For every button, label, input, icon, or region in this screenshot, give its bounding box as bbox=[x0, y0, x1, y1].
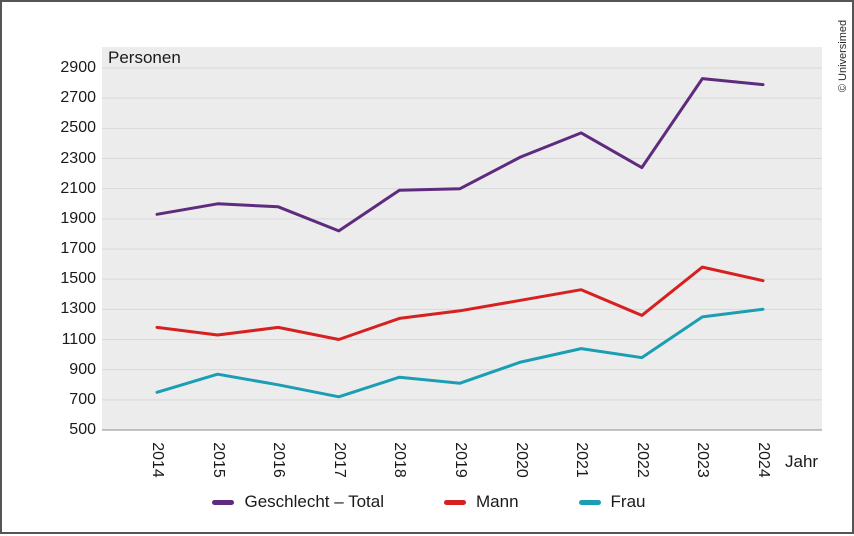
series-line-geschlecht-total bbox=[155, 77, 765, 233]
y-tick-label: 1500 bbox=[60, 270, 96, 288]
y-tick-label: 2300 bbox=[60, 149, 96, 167]
x-tick-label: 2020 bbox=[512, 442, 530, 478]
chart-legend: Geschlecht – Total Mann Frau bbox=[2, 492, 854, 512]
legend-swatch-icon bbox=[578, 499, 601, 505]
x-tick-label: 2024 bbox=[755, 442, 772, 478]
x-tick-label: 2015 bbox=[209, 442, 227, 478]
series-line-mann bbox=[155, 265, 765, 341]
legend-item-geschlecht-total: Geschlecht – Total bbox=[212, 492, 384, 512]
copyright-credit: © Universimed bbox=[837, 19, 849, 93]
y-tick-label: 1700 bbox=[60, 240, 96, 257]
x-tick-label: 2014 bbox=[149, 442, 166, 478]
legend-swatch-icon bbox=[212, 499, 235, 505]
legend-label: Mann bbox=[476, 492, 519, 511]
y-tick-label: 700 bbox=[69, 390, 96, 408]
y-tick-label: 2100 bbox=[60, 179, 96, 197]
x-tick-label: 2023 bbox=[694, 442, 712, 478]
x-tick-label: 2016 bbox=[270, 442, 288, 478]
legend-item-mann: Mann bbox=[444, 492, 519, 512]
y-tick-label: 1100 bbox=[61, 330, 96, 348]
y-tick-label: 2500 bbox=[60, 119, 96, 137]
series-line-frau bbox=[155, 307, 765, 399]
x-tick-label: 2019 bbox=[452, 442, 469, 478]
legend-item-frau: Frau bbox=[578, 492, 646, 512]
y-tick-label: 2900 bbox=[60, 59, 96, 76]
y-tick-label: 1300 bbox=[60, 300, 96, 318]
legend-swatch-icon bbox=[444, 499, 467, 505]
y-tick-label: 1900 bbox=[60, 209, 96, 227]
y-axis-title: Personen bbox=[108, 48, 181, 67]
x-axis-title: Jahr bbox=[785, 452, 819, 471]
x-tick-label: 2018 bbox=[391, 442, 409, 478]
y-tick-label: 500 bbox=[69, 421, 96, 438]
x-tick-label: 2022 bbox=[633, 442, 651, 478]
plot-area bbox=[102, 47, 822, 430]
legend-label: Geschlecht – Total bbox=[244, 492, 385, 511]
y-tick-label: 900 bbox=[69, 360, 96, 378]
legend-label: Frau bbox=[610, 492, 646, 511]
x-tick-label: 2017 bbox=[330, 442, 348, 478]
y-tick-label: 2700 bbox=[60, 89, 96, 107]
x-tick-label: 2021 bbox=[573, 442, 591, 478]
